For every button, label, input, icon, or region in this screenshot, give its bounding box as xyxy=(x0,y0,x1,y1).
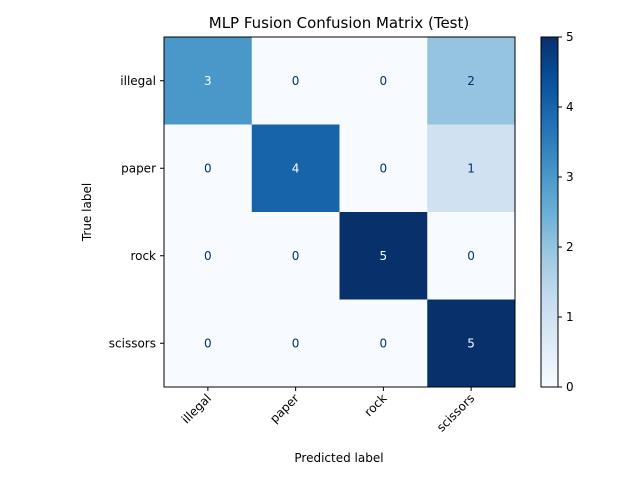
colorbar-tick-label: 5 xyxy=(566,30,574,44)
x-axis-label: Predicted label xyxy=(294,451,383,465)
cell-value-label: 2 xyxy=(467,74,475,88)
x-tick-label: scissors xyxy=(434,391,477,434)
colorbar-tick-label: 4 xyxy=(566,100,574,114)
heatmap-cell xyxy=(164,37,253,125)
heatmap-cell xyxy=(251,37,340,125)
cell-value-label: 0 xyxy=(467,249,475,263)
colorbar-tick-label: 0 xyxy=(566,380,574,394)
heatmap-cell xyxy=(427,37,516,125)
cell-value-label: 0 xyxy=(204,336,212,350)
heatmap-cells xyxy=(164,37,516,388)
colorbar-tick-label: 2 xyxy=(566,240,574,254)
heatmap-cell xyxy=(164,124,253,213)
heatmap-cell xyxy=(251,124,340,213)
heatmap-cell xyxy=(164,212,253,300)
cell-value-label: 0 xyxy=(204,249,212,263)
y-tick-label: illegal xyxy=(120,74,156,88)
cell-value-label: 4 xyxy=(292,161,300,175)
colorbar xyxy=(540,36,559,388)
cell-value-label: 0 xyxy=(380,161,388,175)
heatmap-cell xyxy=(427,124,516,213)
heatmap-cell xyxy=(251,212,340,300)
heatmap-cell xyxy=(251,299,340,388)
colorbar-tick-label: 1 xyxy=(566,310,574,324)
y-tick-label: scissors xyxy=(109,336,156,350)
cell-value-label: 0 xyxy=(380,74,388,88)
heatmap-cell-labels: 3 0 0 2 0 4 0 1 0 0 5 0 0 0 0 5 xyxy=(204,74,475,351)
chart-title: MLP Fusion Confusion Matrix (Test) xyxy=(209,14,469,32)
x-tick-label: illegal xyxy=(179,391,214,426)
x-tick-label: paper xyxy=(267,391,302,426)
cell-value-label: 0 xyxy=(380,336,388,350)
heatmap-cell xyxy=(427,212,516,300)
cell-value-label: 5 xyxy=(380,249,388,263)
cell-value-label: 1 xyxy=(467,161,475,175)
y-tick-label: rock xyxy=(130,249,156,263)
heatmap-cell xyxy=(339,37,428,125)
x-axis-ticks: illegal paper rock scissors xyxy=(179,387,477,435)
y-tick-label: paper xyxy=(121,161,156,175)
heatmap-frame xyxy=(163,36,516,388)
x-tick-label: rock xyxy=(362,391,390,419)
cell-value-label: 0 xyxy=(292,336,300,350)
colorbar-tick-label: 3 xyxy=(566,170,574,184)
cell-value-label: 3 xyxy=(204,74,212,88)
heatmap-cell xyxy=(427,299,516,388)
colorbar-ticks: 0 1 2 3 4 5 xyxy=(558,30,574,394)
cell-value-label: 0 xyxy=(204,161,212,175)
heatmap-cell xyxy=(164,299,253,388)
heatmap-cell xyxy=(339,299,428,388)
heatmap-cell xyxy=(339,212,428,300)
cell-value-label: 5 xyxy=(467,336,475,350)
cell-value-label: 0 xyxy=(292,249,300,263)
y-axis-ticks: illegal paper rock scissors xyxy=(109,74,164,350)
cell-value-label: 0 xyxy=(292,74,300,88)
heatmap-cell xyxy=(339,124,428,213)
y-axis-label: True label xyxy=(80,183,94,242)
